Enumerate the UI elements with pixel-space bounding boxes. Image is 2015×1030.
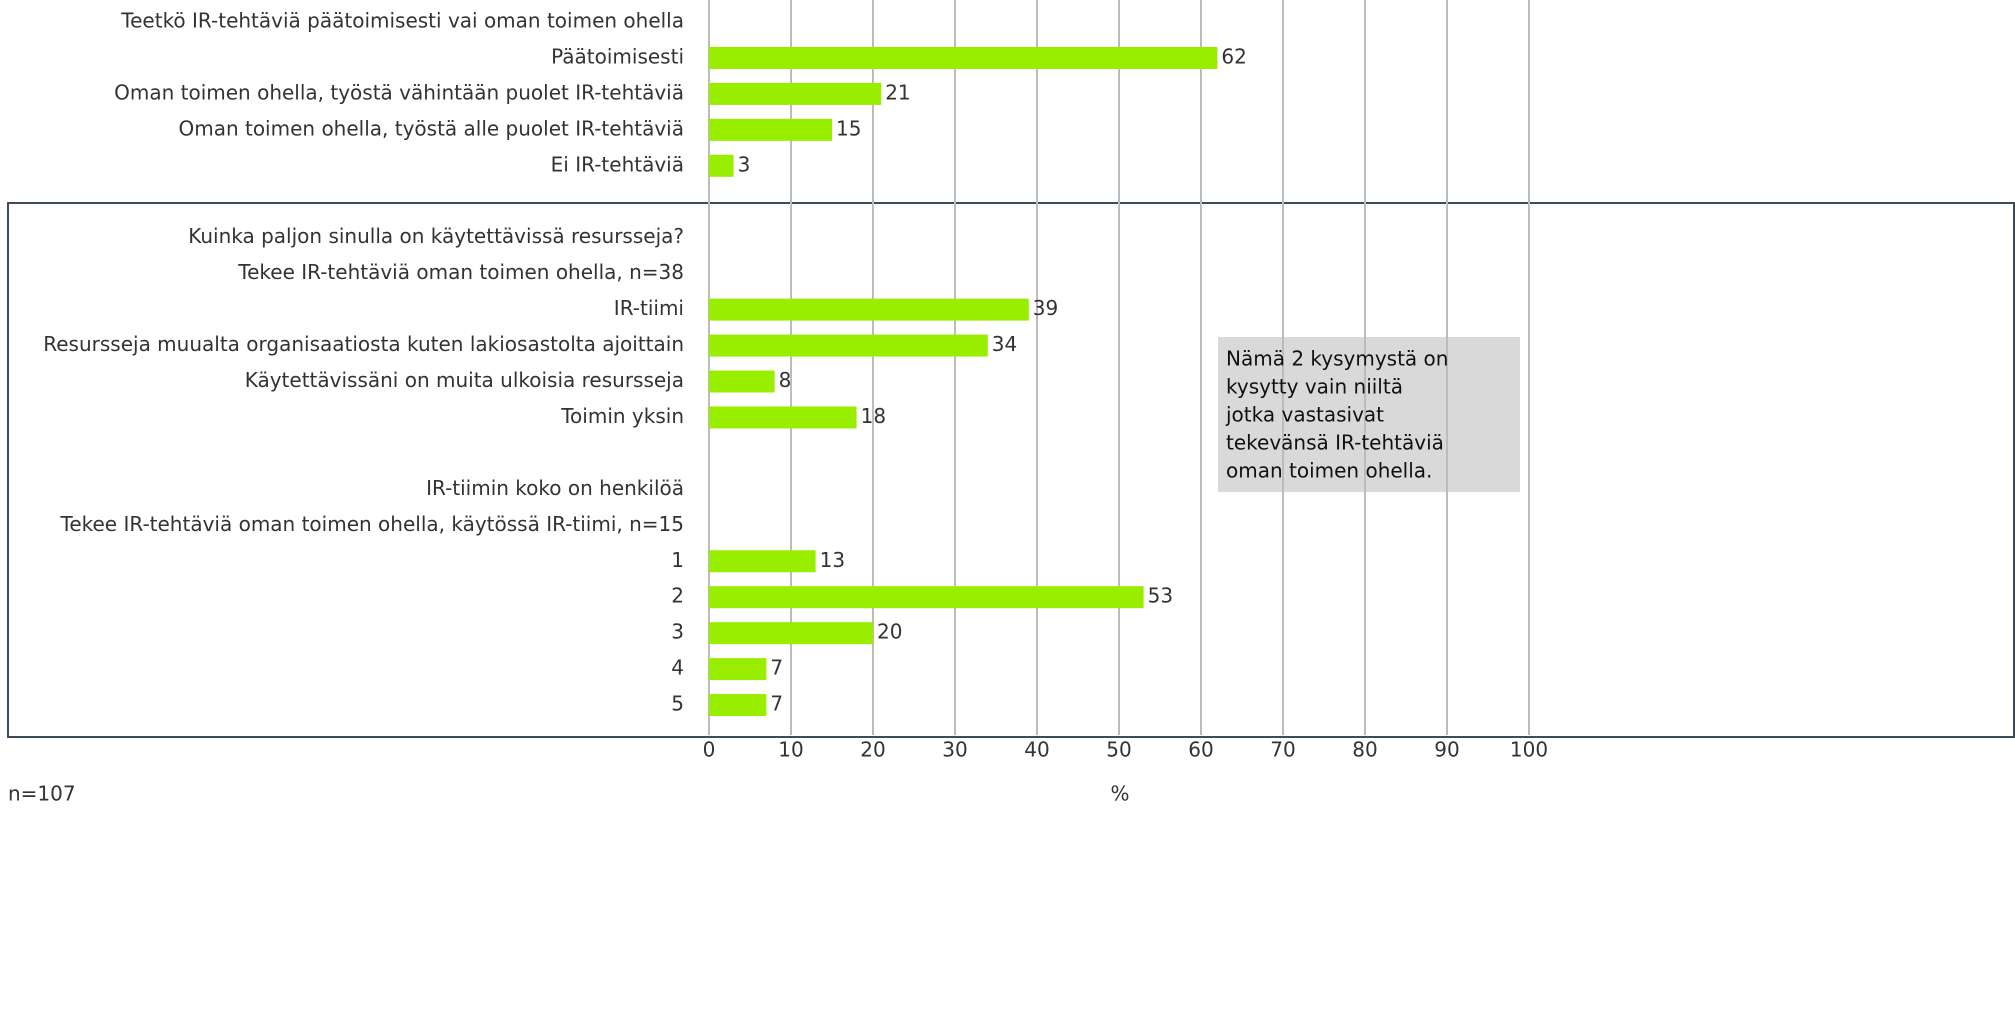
bar bbox=[709, 298, 1029, 321]
bar bbox=[709, 622, 873, 645]
value-label: 7 bbox=[770, 656, 783, 680]
bar bbox=[709, 586, 1144, 609]
x-tick-label: 50 bbox=[1106, 738, 1131, 762]
category-label: Päätoimisesti bbox=[551, 44, 684, 68]
value-label: 18 bbox=[861, 404, 886, 428]
note-text: jotka vastasivat bbox=[1225, 403, 1384, 427]
bar bbox=[709, 46, 1218, 69]
bar bbox=[709, 154, 734, 177]
note-text: kysytty vain niiltä bbox=[1226, 375, 1403, 399]
value-label: 62 bbox=[1221, 44, 1246, 68]
x-tick-label: 0 bbox=[703, 738, 716, 762]
category-label: Tekee IR-tehtäviä oman toimen ohella, n=… bbox=[237, 260, 684, 284]
value-label: 34 bbox=[992, 332, 1017, 356]
note-text: tekevänsä IR-tehtäviä bbox=[1226, 431, 1444, 455]
value-label: 21 bbox=[885, 80, 910, 104]
bar bbox=[709, 550, 816, 573]
x-tick-label: 100 bbox=[1510, 738, 1548, 762]
footnote: n=107 bbox=[8, 782, 76, 806]
x-axis-label: % bbox=[1110, 782, 1129, 806]
note-box bbox=[1218, 337, 1520, 492]
value-label: 39 bbox=[1033, 296, 1058, 320]
bar bbox=[709, 658, 767, 681]
category-label: Kuinka paljon sinulla on käytettävissä r… bbox=[188, 224, 684, 248]
bar bbox=[709, 370, 775, 393]
x-tick-label: 80 bbox=[1352, 738, 1377, 762]
category-label: Ei IR-tehtäviä bbox=[551, 152, 684, 176]
category-label: Tekee IR-tehtäviä oman toimen ohella, kä… bbox=[60, 512, 685, 536]
note-text: Nämä 2 kysymystä on bbox=[1226, 347, 1448, 371]
bar bbox=[709, 118, 832, 141]
category-label: Toimin yksin bbox=[560, 404, 684, 428]
bar bbox=[709, 82, 882, 105]
bar bbox=[709, 334, 988, 357]
x-tick-label: 30 bbox=[942, 738, 967, 762]
category-label: 4 bbox=[671, 656, 684, 680]
x-tick-label: 70 bbox=[1270, 738, 1295, 762]
category-label: 5 bbox=[671, 692, 684, 716]
value-label: 7 bbox=[770, 692, 783, 716]
value-label: 20 bbox=[877, 620, 902, 644]
category-label: IR-tiimin koko on henkilöä bbox=[426, 476, 684, 500]
value-label: 53 bbox=[1148, 584, 1173, 608]
category-label: Teetkö IR-tehtäviä päätoimisesti vai oma… bbox=[120, 9, 684, 33]
category-label: IR-tiimi bbox=[614, 296, 684, 320]
note-text: oman toimen ohella. bbox=[1226, 459, 1432, 483]
bar bbox=[709, 694, 767, 717]
category-label: 3 bbox=[671, 620, 684, 644]
value-label: 8 bbox=[779, 368, 792, 392]
x-tick-label: 10 bbox=[778, 738, 803, 762]
category-label: 2 bbox=[671, 584, 684, 608]
x-tick-label: 90 bbox=[1434, 738, 1459, 762]
category-label: 1 bbox=[671, 548, 684, 572]
bar bbox=[709, 406, 857, 429]
category-label: Käytettävissäni on muita ulkoisia resurs… bbox=[245, 368, 684, 392]
category-label: Resursseja muualta organisaatiosta kuten… bbox=[43, 332, 684, 356]
x-tick-label: 20 bbox=[860, 738, 885, 762]
category-label: Oman toimen ohella, työstä vähintään puo… bbox=[114, 80, 684, 104]
x-tick-label: 60 bbox=[1188, 738, 1213, 762]
value-label: 3 bbox=[738, 152, 751, 176]
section-box bbox=[7, 202, 2015, 738]
value-label: 13 bbox=[820, 548, 845, 572]
category-label: Oman toimen ohella, työstä alle puolet I… bbox=[178, 116, 684, 140]
value-label: 15 bbox=[836, 116, 861, 140]
x-tick-label: 40 bbox=[1024, 738, 1049, 762]
